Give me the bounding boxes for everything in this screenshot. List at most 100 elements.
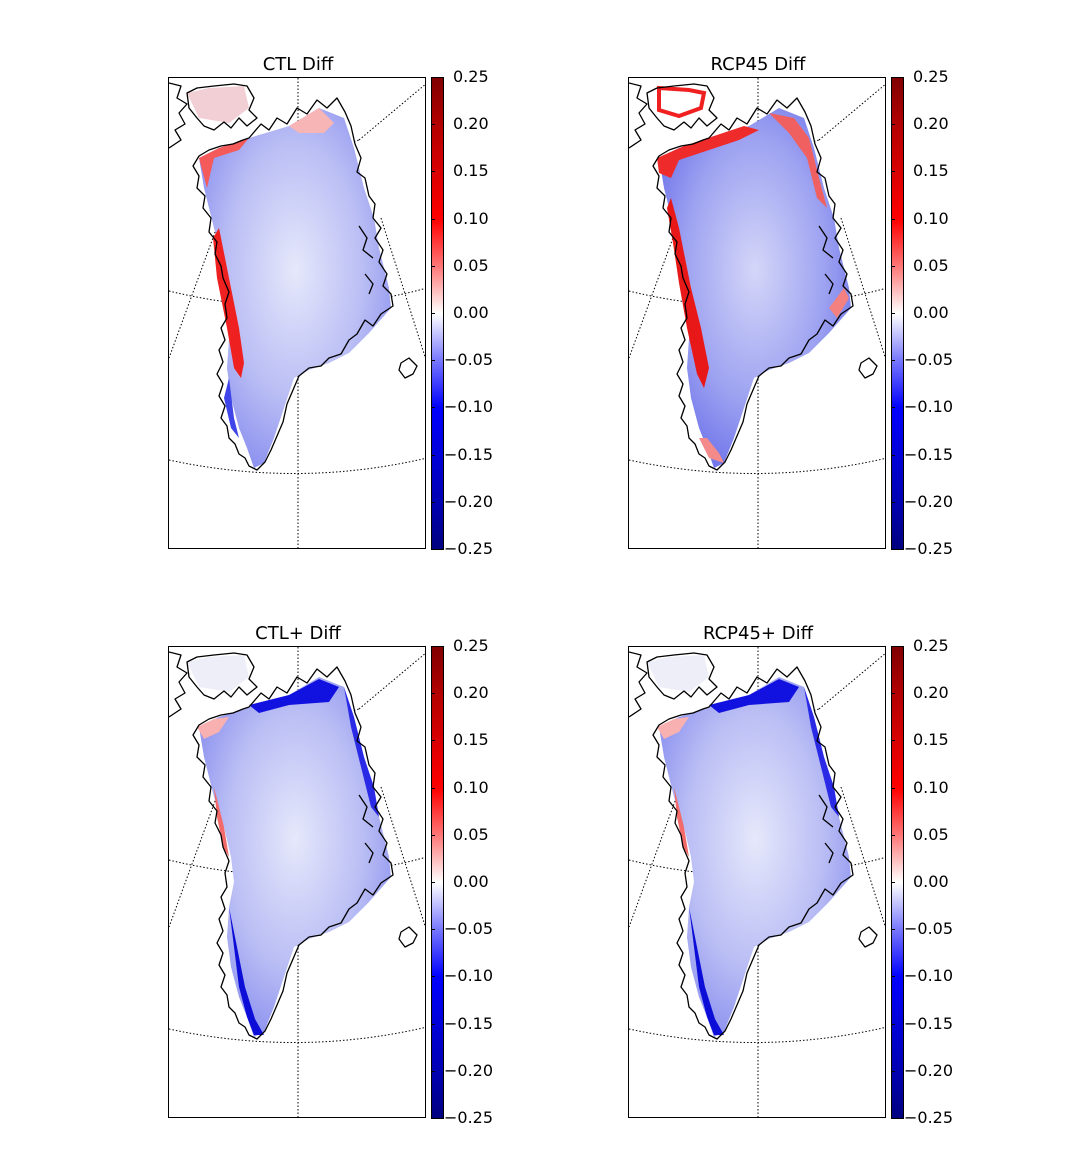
colorbar-tick-label: −0.15	[904, 444, 954, 464]
colorbar-tick-mark	[891, 693, 895, 695]
colorbar-tick-label: −0.15	[904, 1013, 954, 1033]
colorbar-tick-mark	[431, 549, 435, 550]
colorbar-tick-mark	[431, 313, 435, 314]
colorbar-tick-label: 0.20	[453, 683, 489, 703]
colorbar-tick-mark	[891, 1070, 895, 1072]
greenland-map	[169, 647, 425, 1117]
colorbar-tick-label: −0.15	[444, 1013, 494, 1033]
panel-title-ctl: CTL Diff	[262, 54, 334, 75]
colorbar-tick-label: 0.00	[453, 303, 489, 322]
colorbar-tick-label: 0.25	[913, 67, 949, 86]
colorbar-tick-mark	[891, 454, 895, 456]
colorbar-tick-label: 0.15	[453, 730, 489, 750]
map-rcp45-plus-diff	[628, 646, 886, 1118]
colorbar-tick-mark	[431, 501, 435, 503]
panel-title-rcp45-plus: RCP45+ Diff	[702, 623, 813, 644]
colorbar-tick-mark	[891, 360, 895, 362]
colorbar-tick-mark	[431, 693, 435, 695]
colorbar-tick-mark	[891, 77, 895, 78]
colorbar-tick-label: 0.10	[453, 777, 489, 797]
colorbar-tick-label: −0.20	[444, 1060, 494, 1080]
colorbar-tick-label: −0.20	[444, 491, 494, 511]
map-rcp45-diff	[628, 77, 886, 549]
colorbar-tick-mark	[431, 1118, 435, 1119]
colorbar-tick-mark	[891, 646, 895, 647]
greenland-map	[169, 78, 425, 548]
panel-title-rcp45: RCP45 Diff	[710, 54, 806, 75]
colorbar-tick-label: −0.05	[444, 919, 494, 939]
colorbar-tick-mark	[431, 976, 435, 978]
colorbar-tick-mark	[431, 77, 435, 78]
colorbar-tick-mark	[431, 171, 435, 173]
colorbar-tick-mark	[891, 407, 895, 409]
colorbar-tick-label: 0.20	[913, 114, 949, 134]
colorbar-tick-mark	[431, 646, 435, 647]
colorbar-tick-label: 0.00	[913, 303, 949, 322]
colorbar-tick-label: −0.10	[444, 397, 494, 417]
colorbar-tick-mark	[891, 549, 895, 550]
colorbar-tick-mark	[431, 1023, 435, 1025]
colorbar-tick-label: −0.20	[904, 1060, 954, 1080]
colorbar-tick-label: 0.25	[453, 67, 489, 86]
colorbar-tick-mark	[431, 740, 435, 742]
colorbar-tick-label: 0.10	[913, 777, 949, 797]
colorbar-tick-label: 0.05	[913, 255, 949, 275]
colorbar-tick-mark	[891, 124, 895, 126]
colorbar-tick-label: −0.10	[904, 397, 954, 417]
colorbar-tick-label: 0.00	[913, 872, 949, 891]
colorbar-tick-label: 0.20	[453, 114, 489, 134]
colorbar-tick-mark	[891, 976, 895, 978]
panel-title-ctl-plus: CTL+ Diff	[255, 623, 341, 644]
map-ctl-plus-diff	[168, 646, 426, 1118]
colorbar-tick-label: −0.10	[904, 966, 954, 986]
colorbar-tick-mark	[431, 218, 435, 220]
colorbar-tick-label: 0.10	[913, 208, 949, 228]
colorbar-tick-mark	[431, 265, 435, 267]
colorbar-tick-label: 0.10	[453, 208, 489, 228]
colorbar-tick-mark	[431, 454, 435, 456]
colorbar-tick-label: 0.15	[913, 730, 949, 750]
colorbar-tick-label: 0.25	[453, 636, 489, 655]
colorbar-tick-mark	[891, 1023, 895, 1025]
colorbar-tick-mark	[891, 929, 895, 931]
colorbar-tick-label: −0.05	[904, 919, 954, 939]
colorbar-tick-mark	[891, 740, 895, 742]
colorbar-tick-label: −0.25	[904, 1108, 954, 1127]
colorbar-tick-mark	[431, 882, 435, 883]
colorbar-tick-mark	[891, 787, 895, 789]
colorbar-tick-mark	[431, 929, 435, 931]
colorbar-tick-label: −0.25	[444, 539, 494, 558]
colorbar-tick-mark	[891, 313, 895, 314]
colorbar-tick-mark	[891, 882, 895, 883]
greenland-map	[629, 78, 885, 548]
colorbar-tick-label: 0.25	[913, 636, 949, 655]
colorbar-tick-label: −0.15	[444, 444, 494, 464]
map-ctl-diff	[168, 77, 426, 549]
colorbar-tick-label: 0.15	[453, 161, 489, 181]
colorbar-tick-label: −0.05	[444, 350, 494, 370]
colorbar-tick-mark	[431, 787, 435, 789]
colorbar-tick-mark	[891, 218, 895, 220]
colorbar-tick-mark	[891, 171, 895, 173]
colorbar-tick-label: 0.05	[913, 824, 949, 844]
colorbar-tick-mark	[431, 407, 435, 409]
colorbar-tick-mark	[431, 1070, 435, 1072]
colorbar-tick-label: −0.25	[444, 1108, 494, 1127]
colorbar-tick-label: 0.15	[913, 161, 949, 181]
greenland-map	[629, 647, 885, 1117]
colorbar-tick-label: 0.20	[913, 683, 949, 703]
colorbar-tick-label: 0.05	[453, 824, 489, 844]
colorbar-tick-mark	[891, 501, 895, 503]
colorbar-tick-label: −0.05	[904, 350, 954, 370]
colorbar-tick-label: −0.25	[904, 539, 954, 558]
colorbar-tick-mark	[431, 124, 435, 126]
colorbar-tick-mark	[431, 834, 435, 836]
colorbar-tick-mark	[891, 265, 895, 267]
colorbar-tick-label: 0.00	[453, 872, 489, 891]
colorbar-tick-label: 0.05	[453, 255, 489, 275]
colorbar-tick-label: −0.10	[444, 966, 494, 986]
colorbar-tick-mark	[891, 1118, 895, 1119]
colorbar-tick-mark	[431, 360, 435, 362]
colorbar-tick-mark	[891, 834, 895, 836]
colorbar-tick-label: −0.20	[904, 491, 954, 511]
